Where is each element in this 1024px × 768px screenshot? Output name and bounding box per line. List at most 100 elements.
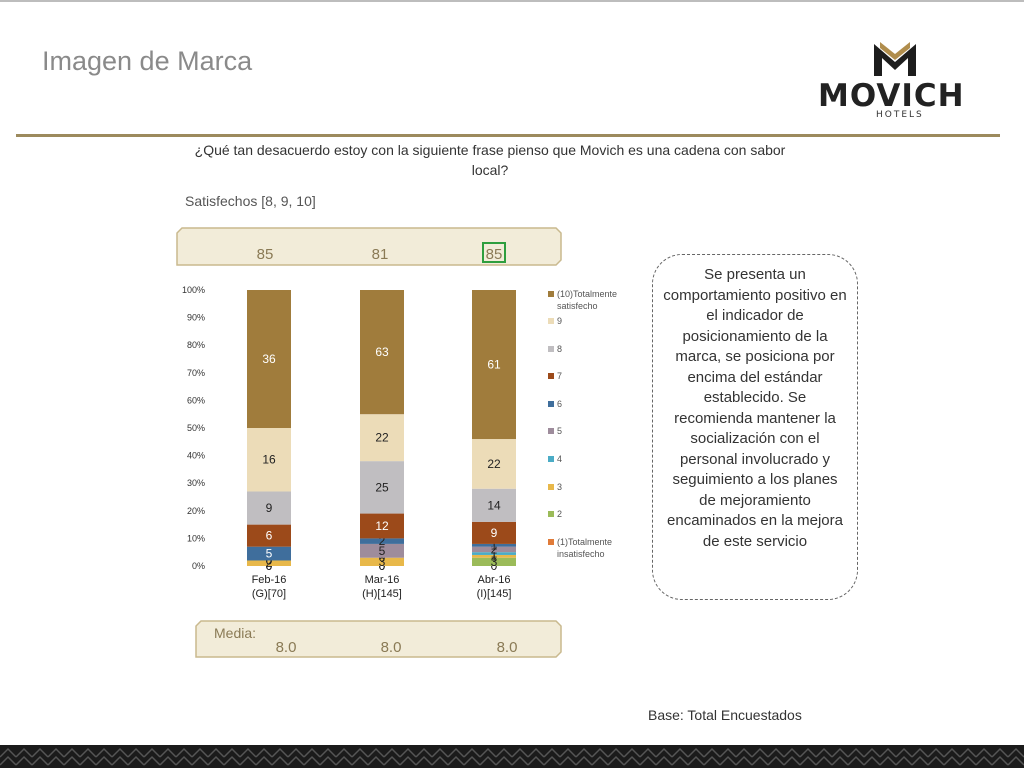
legend-label: 2 — [557, 509, 562, 519]
bar-segment — [472, 557, 516, 566]
page-title: Imagen de Marca — [42, 46, 253, 76]
brand-logo: MOVICH HOTELS — [812, 36, 992, 126]
y-tick-label: 70% — [187, 368, 205, 378]
data-label: 14 — [487, 498, 501, 512]
y-tick-label: 90% — [187, 313, 205, 323]
x-tick-label: Mar-16 — [365, 574, 400, 586]
base-note: Base: Total Encuestados — [648, 707, 802, 723]
satisfied-value: 85 — [486, 246, 503, 263]
legend-label: 5 — [557, 426, 562, 436]
data-label: 2 — [266, 556, 273, 570]
data-label: 63 — [375, 345, 389, 359]
media-band — [195, 620, 562, 658]
y-tick-label: 100% — [182, 285, 205, 295]
legend-label: satisfecho — [557, 301, 598, 311]
bar-segment — [247, 491, 291, 525]
bar-segment — [360, 461, 404, 514]
bar-segment — [360, 538, 404, 544]
legend-label: 3 — [557, 482, 562, 492]
legend-swatch — [548, 484, 554, 490]
data-label: 22 — [487, 457, 501, 471]
satisfied-value: 85 — [257, 246, 274, 263]
logo-wordmark: MOVICH — [818, 78, 965, 114]
bar-segment — [472, 488, 516, 522]
legend-swatch — [548, 401, 554, 407]
bar-segment — [472, 554, 516, 558]
y-tick-label: 60% — [187, 395, 205, 405]
data-label: 25 — [375, 480, 389, 494]
legend-swatch — [548, 373, 554, 379]
footer-pattern — [0, 745, 1024, 768]
y-tick-label: 40% — [187, 451, 205, 461]
data-label: 3 — [379, 555, 386, 569]
bar-segment — [360, 414, 404, 462]
bar-segment — [472, 552, 516, 555]
legend-label: (10)Totalmente — [557, 289, 617, 299]
data-label: 61 — [487, 358, 501, 372]
data-label: 16 — [262, 453, 276, 467]
legend-swatch — [548, 456, 554, 462]
legend-swatch — [548, 511, 554, 517]
legend-swatch — [548, 346, 554, 352]
data-label: 2 — [379, 534, 386, 548]
bar-segment — [472, 546, 516, 553]
bar-segment — [472, 543, 516, 547]
y-tick-label: 50% — [187, 423, 205, 433]
y-tick-label: 80% — [187, 340, 205, 350]
bar-segment — [247, 546, 291, 561]
data-label: 9 — [491, 526, 498, 540]
bar-segment — [360, 557, 404, 566]
movich-m-logo-icon — [874, 42, 916, 76]
header-divider — [16, 134, 1000, 137]
bar-segment — [247, 290, 291, 428]
media-value: 8.0 — [276, 639, 297, 656]
bar-segment — [360, 513, 404, 539]
x-tick-label: Abr-16 — [477, 574, 510, 586]
data-label: 5 — [266, 547, 273, 561]
data-label: 6 — [266, 529, 273, 543]
data-label: 1 — [491, 547, 498, 561]
survey-question: ¿Qué tan desacuerdo estoy con la siguien… — [194, 142, 786, 178]
data-label: 1 — [491, 549, 498, 563]
x-tick-label: (I)[145] — [477, 588, 512, 600]
legend-swatch — [548, 428, 554, 434]
data-label: 36 — [262, 352, 276, 366]
legend-swatch — [548, 318, 554, 324]
media-value: 8.0 — [497, 639, 518, 656]
bar-segment — [472, 439, 516, 489]
legend-swatch — [548, 539, 554, 545]
x-tick-label: Feb-16 — [252, 574, 287, 586]
bar-segment — [472, 521, 516, 544]
bar-segment — [472, 290, 516, 440]
data-label: 3 — [491, 555, 498, 569]
legend-swatch — [548, 291, 554, 297]
data-label: 22 — [375, 431, 389, 445]
bar-segment — [360, 290, 404, 415]
bar-segment — [247, 428, 291, 492]
satisfied-value: 81 — [372, 246, 389, 263]
legend-label: 8 — [557, 344, 562, 354]
data-label: 12 — [375, 519, 389, 533]
data-label: 9 — [266, 501, 273, 515]
bar-segment — [360, 543, 404, 558]
insight-note: Se presenta un comportamiento positivo e… — [652, 254, 858, 600]
bar-segment — [247, 560, 291, 566]
legend-label: 7 — [557, 371, 562, 381]
bar-segment — [247, 524, 291, 547]
data-label: 5 — [379, 544, 386, 558]
x-tick-label: (H)[145] — [362, 588, 402, 600]
highlight-box — [482, 242, 506, 263]
x-tick-label: (G)[70] — [252, 588, 286, 600]
data-label: 2 — [491, 542, 498, 556]
satisfied-label: Satisfechos [8, 9, 10] — [185, 193, 316, 209]
data-label: 1 — [491, 538, 498, 552]
satisfied-band — [176, 227, 562, 266]
logo-subtitle: HOTELS — [876, 110, 924, 120]
legend-label: 4 — [557, 454, 562, 464]
legend-label: 6 — [557, 399, 562, 409]
media-value: 8.0 — [381, 639, 402, 656]
top-border — [0, 0, 1024, 2]
legend-label: 9 — [557, 316, 562, 326]
media-label: Media: — [214, 625, 256, 641]
